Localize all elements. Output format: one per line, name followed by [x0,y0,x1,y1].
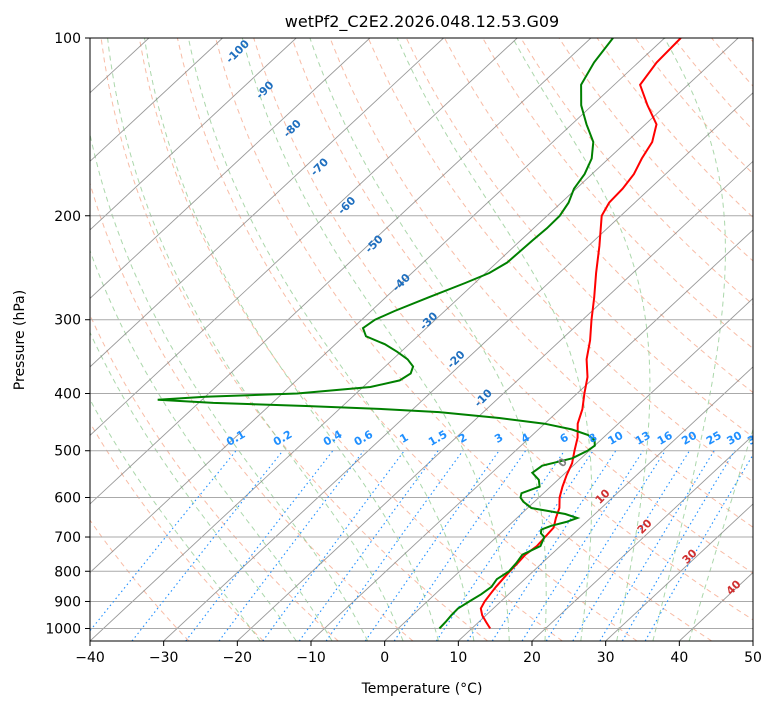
moist-adiabat-line [90,331,297,641]
mixing-ratio-line [218,450,365,641]
chart-title: wetPf2_C2E2.2026.048.12.53.G09 [285,12,559,32]
mixing-ratio-line [185,450,334,641]
dry-adiabat-line [90,421,264,641]
mixing-ratio-line [521,450,644,641]
dry-adiabat-line [90,519,190,641]
y-tick-label: 600 [54,490,81,506]
isotherm-line [458,366,753,641]
mixing-ratio-line [325,450,464,641]
mixing-ratio-line [435,450,565,641]
x-tick-label: −20 [223,650,253,666]
moist-adiabat-line [107,38,404,641]
dry-adiabat-line [176,38,638,641]
isotherm-line [90,38,592,505]
moist-adiabat-line [144,38,439,641]
x-axis: −40 −30 −20 −10 0 10 20 30 40 50 [75,641,762,666]
moist-adiabat-line [512,38,651,641]
moist-adiabat-line [652,38,726,641]
y-tick-label: 300 [54,313,81,329]
dry-adiabat-line [291,38,753,574]
y-tick-label: 400 [54,387,81,403]
x-tick-label: −40 [75,650,105,666]
dry-adiabat-line [138,38,563,641]
isotherm-line [90,38,444,368]
isotherm-line [90,38,518,437]
isotherm-line [163,92,753,641]
mixing-ratio-line [599,450,715,641]
x-tick-label: −10 [296,650,326,666]
moist-adiabat-line [187,38,475,641]
moist-adiabat-line [90,249,333,641]
isotherm-line [310,229,753,641]
mixing-ratio-line [491,450,617,641]
mixing-ratio-line [572,450,690,641]
y-tick-label: 200 [54,209,81,225]
x-tick-label: −30 [149,650,179,666]
x-tick-label: 40 [670,650,688,666]
moist-adiabat-line [90,132,369,641]
x-tick-label: 30 [597,650,615,666]
dry-adiabat-line [367,38,753,483]
x-tick-label: 20 [523,650,541,666]
plot-area: -100-90-80-70-60-50-40-30-20-100.1 0.2 0.4… [90,38,765,641]
mixing-ratio-line [131,450,284,641]
dry-adiabat-line [520,38,753,306]
x-tick-label: 10 [449,650,467,666]
isotherm-line [90,38,297,231]
isotherm-line [605,503,753,641]
mixing-ratio-line [90,450,237,632]
mixing-ratio-lines [90,450,753,641]
moist-adiabat-line [90,398,261,641]
sounding-series [157,38,682,630]
isotherm-line [90,38,739,641]
temperature-profile-line [479,38,682,630]
mixing-ratio-line [364,450,500,641]
mixing-ratio-line [393,450,527,641]
y-tick-label: 700 [54,530,81,546]
dry-adiabat-line [90,313,339,641]
y-axis: 100 200 300 400 500 600 700 800 900 1000 [45,31,90,637]
isotherms [90,38,753,641]
y-tick-label: 900 [54,594,81,610]
isotherm-line [90,38,371,299]
isotherm-line [384,297,753,641]
y-tick-label: 800 [54,564,81,580]
moist-adiabat-line [688,427,753,641]
y-tick-label: 500 [54,444,81,460]
isotherm-line [237,160,753,641]
x-axis-title: Temperature (°C) [361,681,483,697]
mixing-ratio-line [545,450,666,641]
y-axis-title: Pressure (hPa) [12,290,28,390]
y-tick-label: 100 [54,31,81,47]
x-tick-label: 0 [380,650,389,666]
isotherm-line [90,38,665,574]
pressure-gridlines [90,38,753,629]
plot-frame [89,37,754,642]
dry-adiabat-line [482,38,753,350]
isotherm-line [531,434,753,641]
isotherm-line [90,38,223,162]
dry-adiabat-line [100,38,488,641]
dry-adiabat-line [253,38,753,621]
moist-adiabat-line [241,38,510,641]
y-tick-label: 1000 [45,621,81,637]
dewpoint-profile-line [157,38,614,630]
mixing-ratio-value-label: 36 [745,429,765,448]
x-tick-label: 50 [744,650,762,666]
moist-adiabat-line [396,38,593,641]
